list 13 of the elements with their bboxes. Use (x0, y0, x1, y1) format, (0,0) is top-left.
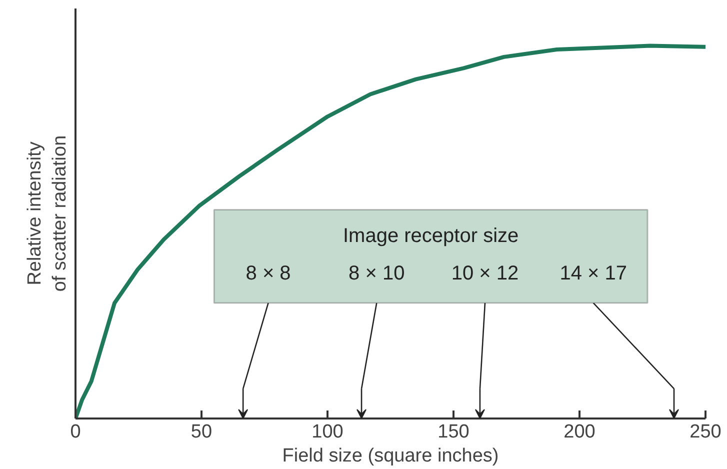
annotation: 14 × 17 (560, 262, 628, 284)
x-tick-label: 0 (70, 422, 81, 442)
annotation: 10 × 12 (451, 262, 519, 284)
y-axis-title: Relative intensity of scatter radiation (24, 135, 70, 292)
annotation: 8 × 10 (348, 262, 405, 284)
annotation: Image receptor size (343, 225, 519, 248)
x-axis-title: Field size (square inches) (282, 446, 499, 466)
x-tick-label: 100 (312, 422, 344, 442)
x-tick-label: 200 (564, 422, 596, 442)
x-tick-label: 150 (438, 422, 470, 442)
x-tick-label: 50 (190, 422, 212, 442)
annotation: 8 × 8 (246, 262, 291, 284)
x-tick-label: 250 (690, 422, 722, 442)
